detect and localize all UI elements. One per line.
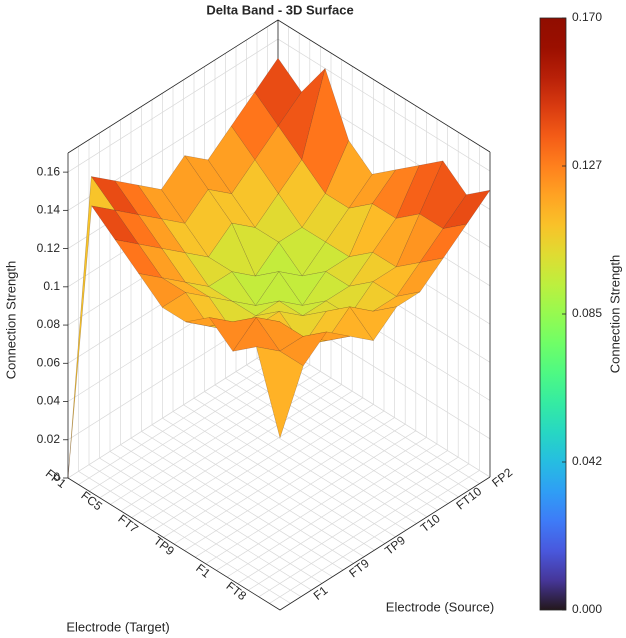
z-tick-label: 0.1 bbox=[43, 279, 60, 293]
colorbar-label: Connection Strength bbox=[607, 255, 622, 374]
chart-title: Delta Band - 3D Surface bbox=[206, 2, 353, 17]
x-axis-label: Electrode (Target) bbox=[66, 619, 169, 634]
colorbar-tick-label: 0.000 bbox=[572, 602, 602, 616]
grid-line bbox=[226, 443, 438, 578]
grid-line bbox=[151, 424, 365, 558]
z-tick-label: 0.02 bbox=[37, 432, 61, 446]
grid-line bbox=[248, 456, 459, 591]
colorbar-tick-label: 0.042 bbox=[572, 454, 602, 468]
grid-line bbox=[216, 437, 427, 571]
grid-line bbox=[258, 463, 469, 598]
x-tick-label: F1 bbox=[193, 561, 213, 581]
z-tick-label: 0.08 bbox=[37, 317, 61, 331]
grid-line bbox=[99, 457, 312, 591]
z-tick-label: 0.06 bbox=[37, 355, 61, 369]
z-tick-label: 0.14 bbox=[37, 203, 61, 217]
y-tick-label: FT10 bbox=[453, 484, 484, 512]
box-edge bbox=[67, 476, 491, 611]
grid-line bbox=[172, 411, 386, 544]
grid-line bbox=[162, 417, 375, 551]
y-tick-label: FT9 bbox=[346, 556, 372, 580]
colorbar-tick-label: 0.085 bbox=[572, 306, 602, 320]
colorbar bbox=[539, 17, 567, 611]
colorbar-tick-label: 0.127 bbox=[572, 158, 602, 172]
z-tick-label: 0.16 bbox=[37, 164, 61, 178]
surface-patch bbox=[256, 346, 304, 439]
z-tick-label: 0.04 bbox=[37, 394, 61, 408]
grid-line bbox=[141, 431, 354, 564]
grid-line bbox=[78, 471, 291, 604]
z-tick-label: 0 bbox=[53, 470, 60, 484]
grid-line bbox=[109, 451, 323, 584]
grid-line bbox=[205, 430, 416, 565]
x-tick-label: TP9 bbox=[151, 534, 177, 559]
colorbar-tick-label: 0.170 bbox=[572, 10, 602, 24]
grid-line bbox=[130, 437, 344, 571]
box-edge bbox=[67, 19, 491, 154]
x-tick-label: FP1 bbox=[43, 466, 69, 491]
y-tick-label: T10 bbox=[418, 511, 443, 535]
grid-line bbox=[184, 417, 395, 551]
z-axis-label: Connection Strength bbox=[3, 261, 18, 380]
z-tick-label: 0.12 bbox=[37, 241, 61, 255]
grid-line bbox=[120, 444, 333, 578]
y-axis-label: Electrode (Source) bbox=[386, 599, 494, 614]
x-tick-label: FC5 bbox=[78, 488, 105, 513]
x-tick-label: FT8 bbox=[224, 579, 250, 603]
grid-line bbox=[269, 470, 480, 604]
y-tick-label: FP2 bbox=[489, 465, 515, 490]
grid-line bbox=[237, 450, 448, 584]
grid-line bbox=[88, 464, 302, 597]
grid-line bbox=[195, 423, 406, 558]
y-tick-label: F1 bbox=[311, 583, 331, 603]
x-tick-label: FT7 bbox=[115, 512, 141, 536]
y-tick-label: TP9 bbox=[382, 533, 408, 558]
